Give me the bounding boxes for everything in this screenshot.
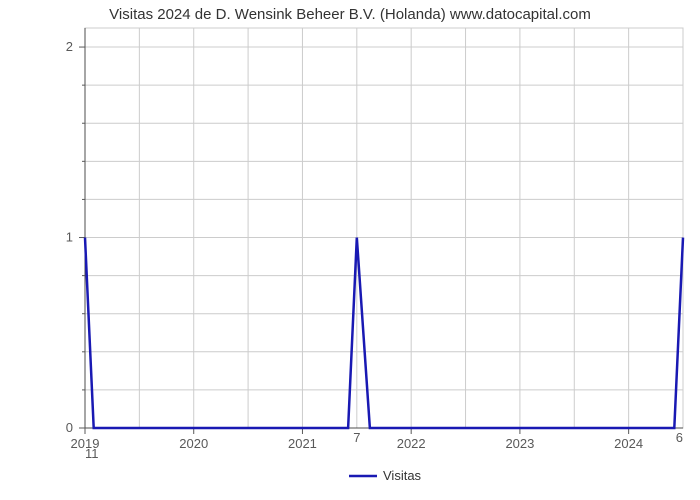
series-line: [85, 238, 683, 428]
x-tick-label: 2021: [288, 436, 317, 451]
data-annotation: 6: [676, 430, 683, 445]
y-tick-label: 1: [66, 230, 73, 245]
y-tick-label: 2: [66, 39, 73, 54]
x-tick-label: 2024: [614, 436, 643, 451]
data-annotation: 7: [353, 430, 360, 445]
line-chart: 0122019202020212022202320241176Visitas: [0, 0, 700, 500]
x-tick-label: 2023: [505, 436, 534, 451]
legend-label: Visitas: [383, 468, 422, 483]
data-annotation: 11: [85, 446, 99, 461]
plot-border: [85, 28, 683, 428]
x-tick-label: 2020: [179, 436, 208, 451]
y-tick-label: 0: [66, 420, 73, 435]
x-tick-label: 2022: [397, 436, 426, 451]
